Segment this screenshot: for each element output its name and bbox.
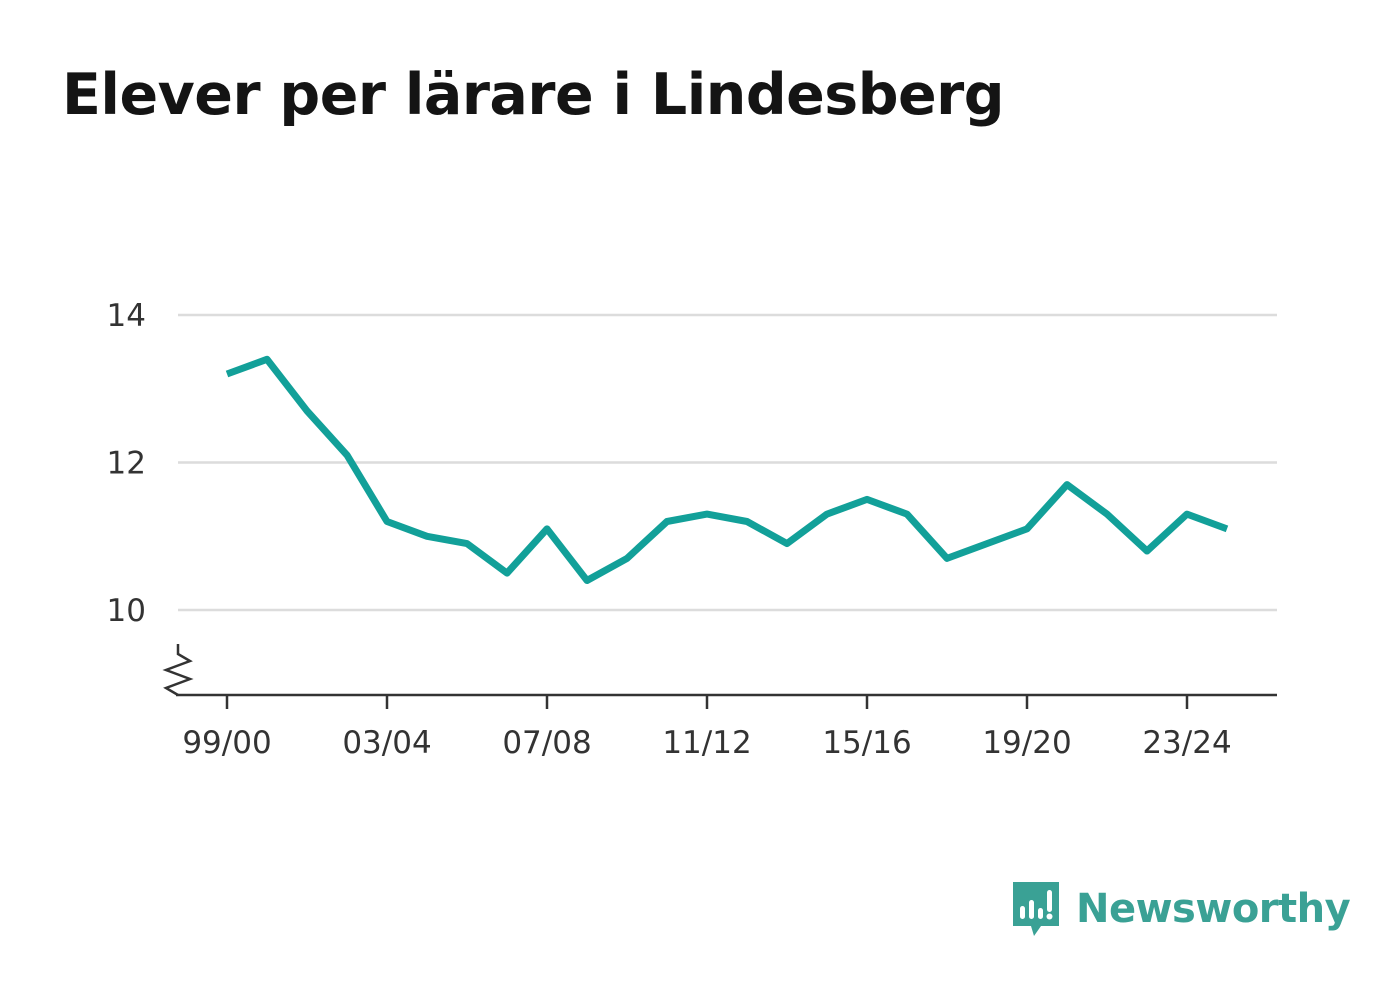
chart-title: Elever per lärare i Lindesberg [62,62,1005,128]
y-axis-break [162,644,194,697]
y-tick-label: 12 [107,446,146,482]
brand-logo: Newsworthy [1010,878,1351,940]
x-axis-ticks: 99/00 03/04 07/08 11/12 15/16 19/20 23/24 [182,695,1232,761]
y-tick-label: 14 [107,298,146,334]
x-tick-label: 19/20 [982,725,1071,761]
x-tick-label: 03/04 [342,725,431,761]
newsworthy-chart-bubble-icon [1013,882,1059,936]
brand-name: Newsworthy [1076,886,1351,932]
series-line [225,355,1229,584]
x-tick-label: 23/24 [1142,725,1231,761]
x-tick-label: 07/08 [502,725,591,761]
grid-lines [178,313,1277,612]
x-tick-label: 11/12 [662,725,751,761]
y-tick-label: 10 [107,593,146,629]
series-group [225,355,1229,584]
x-tick-label: 15/16 [822,725,911,761]
axes [162,644,1277,697]
x-tick-label: 99/00 [182,725,271,761]
y-axis-ticks: 10 12 14 [107,298,146,629]
